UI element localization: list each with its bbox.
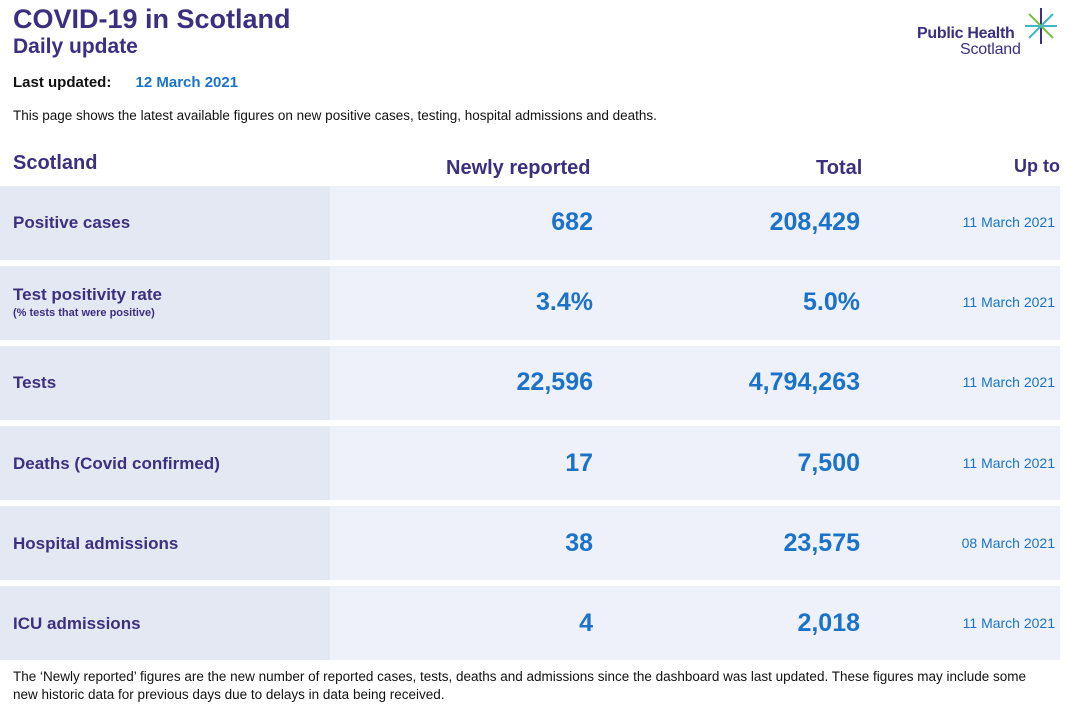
row-total: 5.0% [803,288,860,316]
row-newly-reported: 3.4% [536,288,593,316]
star-burst-icon [1025,8,1057,44]
row-label: ICU admissions [13,614,141,633]
table-row-positive-cases: Positive cases 682 208,429 11 March 2021 [0,186,1060,260]
row-up-to: 11 March 2021 [962,615,1055,631]
row-up-to: 11 March 2021 [962,374,1055,390]
row-total: 4,794,263 [748,368,860,396]
page-title: COVID-19 in Scotland [13,4,291,34]
logo-text-public-health: Public Health [917,25,1015,42]
row-label: Deaths (Covid confirmed) [13,454,220,473]
row-newly-reported: 17 [565,449,593,477]
table-row-deaths: Deaths (Covid confirmed) 17 7,500 11 Mar… [0,426,1060,500]
column-header-up-to: Up to [1014,156,1060,176]
column-header-area: Scotland [13,152,98,174]
row-label-cell [0,426,330,500]
row-label-cell [0,346,330,420]
row-newly-reported: 4 [579,609,593,637]
row-label: Tests [13,373,57,392]
row-up-to: 11 March 2021 [962,455,1055,471]
last-updated-label: Last updated: [13,74,112,91]
row-label: Test positivity rate [13,285,162,304]
last-updated: Last updated: 12 March 2021 [13,74,238,91]
row-up-to: 11 March 2021 [962,214,1055,230]
row-total: 23,575 [783,529,860,557]
column-header-newly-reported: Newly reported [446,157,591,179]
row-newly-reported: 38 [565,529,593,557]
row-total: 2,018 [797,609,860,637]
table-row-tests: Tests 22,596 4,794,263 11 March 2021 [0,346,1060,420]
row-label-cell [0,266,330,340]
row-label-cell [0,186,330,260]
footnote: The ‘Newly reported’ figures are the new… [13,669,1027,702]
row-newly-reported: 682 [551,208,593,236]
table-row-hospital-admissions: Hospital admissions 38 23,575 08 March 2… [0,506,1060,580]
row-total: 208,429 [769,208,860,236]
row-up-to: 08 March 2021 [961,535,1055,551]
column-header-total: Total [816,157,863,179]
intro-text: This page shows the latest available fig… [13,108,657,123]
page-subtitle: Daily update [13,35,138,58]
table-row-test-positivity: Test positivity rate (% tests that were … [0,266,1060,340]
row-total: 7,500 [797,449,860,477]
phs-logo: Public Health Scotland [905,6,1065,62]
row-sublabel: (% tests that were positive) [13,307,155,319]
row-label-cell [0,586,330,660]
logo-text-scotland: Scotland [960,41,1021,58]
row-up-to: 11 March 2021 [962,294,1055,310]
row-newly-reported: 22,596 [516,368,593,396]
row-label-cell [0,506,330,580]
row-label: Hospital admissions [13,534,179,553]
row-label: Positive cases [13,213,131,232]
last-updated-value: 12 March 2021 [135,74,239,91]
table-row-icu-admissions: ICU admissions 4 2,018 11 March 2021 [0,586,1060,660]
